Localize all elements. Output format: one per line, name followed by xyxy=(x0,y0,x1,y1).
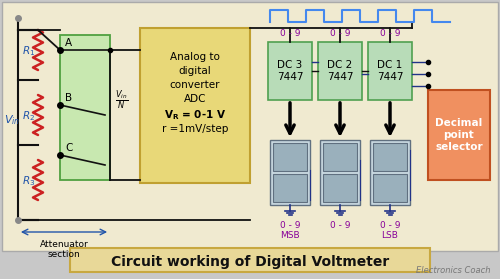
Text: r =1mV/step: r =1mV/step xyxy=(162,124,228,134)
Text: $R_3$: $R_3$ xyxy=(22,174,36,188)
Bar xyxy=(373,174,407,202)
Text: DC 1
7447: DC 1 7447 xyxy=(377,60,403,82)
Text: Electronics Coach: Electronics Coach xyxy=(416,266,490,275)
Text: Attenuator
section: Attenuator section xyxy=(40,240,88,259)
Bar xyxy=(140,28,250,183)
Bar xyxy=(370,140,410,205)
Bar xyxy=(273,174,307,202)
Text: 0 - 9: 0 - 9 xyxy=(280,29,300,38)
Bar xyxy=(270,140,310,205)
Bar xyxy=(323,143,357,171)
Bar xyxy=(368,42,412,100)
Text: converter: converter xyxy=(170,80,220,90)
Text: $V_{in}$: $V_{in}$ xyxy=(4,113,20,127)
Bar xyxy=(268,42,312,100)
Text: Decimal
point
selector: Decimal point selector xyxy=(435,118,483,151)
Text: A: A xyxy=(65,38,72,48)
Text: B: B xyxy=(65,93,72,103)
Bar xyxy=(273,143,307,171)
Text: digital: digital xyxy=(178,66,212,76)
Text: 0 - 9: 0 - 9 xyxy=(330,221,350,230)
Text: 0 - 9
MSB: 0 - 9 MSB xyxy=(280,221,300,240)
Text: ADC: ADC xyxy=(184,94,206,104)
Text: Analog to: Analog to xyxy=(170,52,220,62)
Bar xyxy=(320,140,360,205)
Text: 0 - 9: 0 - 9 xyxy=(330,29,350,38)
Text: 0 - 9: 0 - 9 xyxy=(380,29,400,38)
Text: 0 - 9
LSB: 0 - 9 LSB xyxy=(380,221,400,240)
Text: DC 3
7447: DC 3 7447 xyxy=(277,60,303,82)
Text: $\frac{V_{in}}{N}$: $\frac{V_{in}}{N}$ xyxy=(116,88,128,112)
Bar xyxy=(60,35,110,180)
Text: $R_1$: $R_1$ xyxy=(22,44,35,58)
Bar xyxy=(323,174,357,202)
Text: C: C xyxy=(65,143,72,153)
Bar xyxy=(70,248,430,272)
Bar xyxy=(373,143,407,171)
Text: $R_2$: $R_2$ xyxy=(22,109,35,123)
Bar xyxy=(428,90,490,180)
Text: $\mathbf{V_R}$ = 0-1 V: $\mathbf{V_R}$ = 0-1 V xyxy=(164,108,226,122)
Text: DC 2
7447: DC 2 7447 xyxy=(327,60,353,82)
Bar xyxy=(318,42,362,100)
Bar xyxy=(2,2,498,251)
Text: Circuit working of Digital Voltmeter: Circuit working of Digital Voltmeter xyxy=(111,255,389,269)
